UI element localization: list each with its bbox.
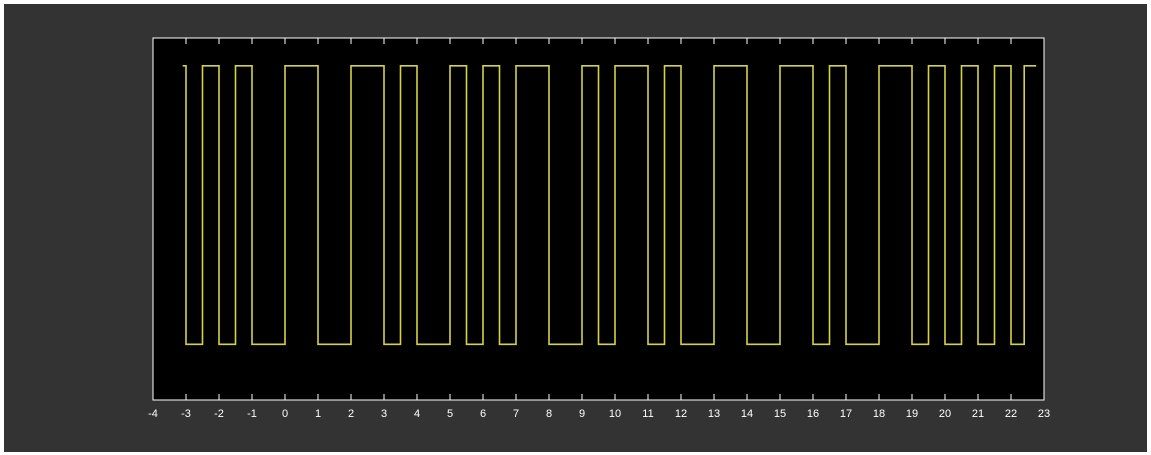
x-tick-label: 6 [480,408,486,420]
x-tick-label: 5 [447,408,453,420]
x-tick-label: 0 [282,408,288,420]
x-tick-label: -3 [181,408,191,420]
x-tick-label: -4 [148,408,158,420]
signal-line [182,65,1037,346]
x-tick-label: 20 [939,408,951,420]
axes-box [152,37,1045,401]
x-tick-label: -2 [214,408,224,420]
x-tick-label: 2 [348,408,354,420]
x-tick-layer: -4 -3 -2 -1 0 1 2 3 4 5 6 7 8 9 10 11 12 13 14 15 16 17 18 19 20… [148,38,1050,420]
x-tick-label: 9 [579,408,585,420]
x-tick-label: 21 [972,408,984,420]
x-tick-label: 19 [906,408,918,420]
x-tick-label: 16 [807,408,819,420]
x-tick-label: 18 [873,408,885,420]
x-tick-label: 17 [840,408,852,420]
x-tick-label: 8 [546,408,552,420]
x-tick-label: 15 [774,408,786,420]
x-tick-label: 14 [741,408,753,420]
x-tick-label: 22 [1005,408,1017,420]
x-tick-label: -1 [247,408,257,420]
x-tick-label: 7 [513,408,519,420]
x-tick-label: 4 [414,408,420,420]
x-tick-label: 12 [675,408,687,420]
signal-layer [182,65,1037,346]
x-tick-label: 23 [1038,408,1050,420]
x-tick-label: 13 [708,408,720,420]
x-tick-label: 3 [381,408,387,420]
x-tick-label: 11 [642,408,653,420]
x-tick-label: 10 [609,408,621,420]
x-tick-label: 1 [315,408,321,420]
